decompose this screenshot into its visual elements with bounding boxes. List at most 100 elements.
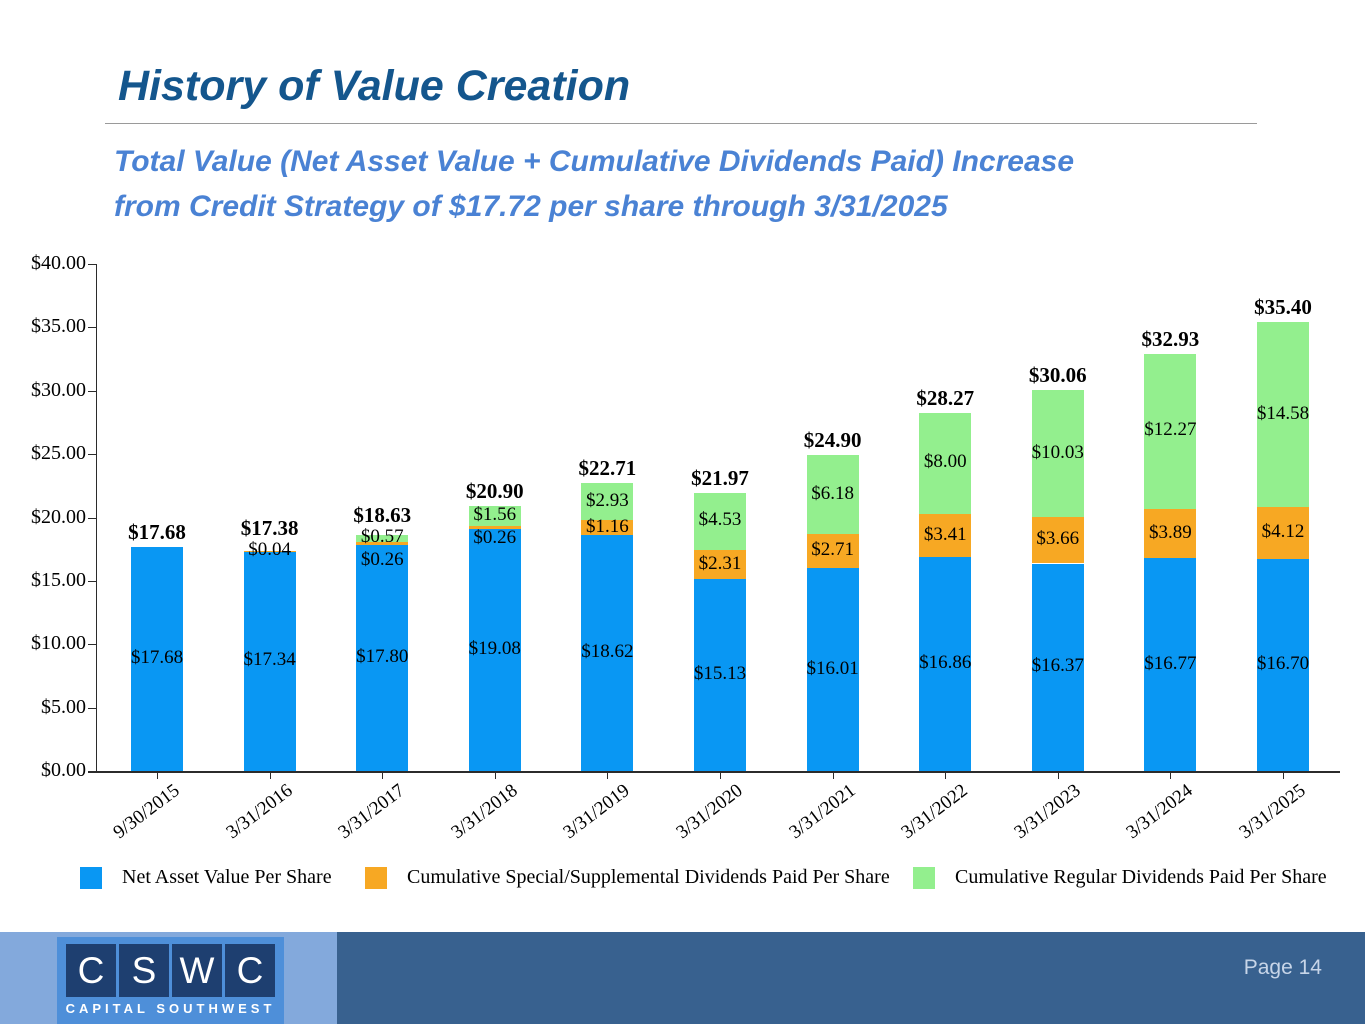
bar-value-label-regular: $8.00 (923, 451, 967, 473)
bar-segment-regular (356, 534, 409, 543)
y-axis-tick (88, 264, 97, 265)
x-axis-label: 3/31/2016 (222, 780, 297, 844)
bar-value-label-regular: $14.58 (1256, 402, 1310, 424)
bar-value-label-special: $3.66 (1036, 528, 1080, 550)
bar-value-label-regular: $4.53 (698, 509, 742, 531)
bar-value-label-special: $0.26 (360, 549, 404, 571)
bar-value-label-nav: $19.08 (468, 638, 521, 660)
bar-value-label-nav: $18.62 (581, 640, 634, 662)
bar-segment-nav (1144, 558, 1197, 771)
x-axis-label: 3/31/2019 (559, 780, 635, 844)
chart-legend: Net Asset Value Per Share Cumulative Spec… (0, 866, 1365, 896)
logo-caption: CAPITAL SOUTHWEST (65, 1001, 276, 1016)
bar-segment-regular (581, 483, 634, 521)
x-axis-label: 3/31/2023 (1010, 780, 1085, 844)
bar-value-label-regular: $6.18 (811, 482, 854, 504)
legend-label: Cumulative Special/Supplemental Dividend… (407, 866, 890, 888)
bar-segment-special (1144, 509, 1197, 559)
x-axis-tick (382, 773, 384, 779)
legend-swatch (913, 866, 935, 889)
bar-segment-regular (694, 492, 746, 550)
y-axis-tick (88, 771, 97, 772)
x-axis-tick (1170, 773, 1172, 779)
page-title: History of Value Creation (118, 62, 631, 110)
legend-label: Cumulative Regular Dividends Paid Per Sh… (955, 866, 1327, 888)
bar-value-label-special: $4.12 (1261, 521, 1305, 543)
bar-segment-nav (243, 551, 296, 771)
x-axis-label: 3/31/2018 (447, 780, 522, 844)
bar-value-label-nav: $17.34 (243, 649, 296, 671)
y-axis-tick (88, 707, 97, 709)
y-axis-tick (88, 580, 97, 582)
bar-value-label-nav: $17.68 (130, 646, 184, 668)
bar-value-label-nav: $17.80 (356, 646, 409, 668)
y-axis-tick-label: $10.00 (31, 632, 86, 655)
bar-total-label: $17.38 (240, 515, 299, 540)
bar-total-label: $28.27 (916, 385, 975, 410)
bar-segment-special (581, 520, 634, 535)
bar-value-label-special: $0.26 (473, 526, 517, 548)
x-axis-tick (1057, 773, 1059, 779)
x-axis-tick (157, 773, 158, 779)
bar-value-label-regular: $10.03 (1031, 441, 1084, 463)
legend-label: Net Asset Value Per Share (122, 866, 332, 888)
logo-letter-square: S (119, 944, 169, 997)
bar-value-label-special: $3.89 (1149, 521, 1192, 543)
bar-total-label: $22.71 (578, 456, 637, 481)
x-axis-tick (494, 773, 496, 779)
legend-swatch (80, 866, 102, 889)
x-axis-label: 3/31/2024 (1122, 780, 1198, 844)
bar-segment-nav (694, 579, 746, 771)
bar-segment-nav (919, 557, 972, 771)
bar-value-label-nav: $15.13 (693, 663, 747, 685)
legend-item: Net Asset Value Per Share (80, 866, 332, 889)
bar-total-label: $20.90 (465, 479, 524, 504)
x-axis-tick (607, 773, 609, 779)
y-axis-tick (88, 517, 97, 519)
y-axis-tick-label: $15.00 (31, 568, 86, 591)
x-axis-tick (945, 773, 947, 779)
y-axis-tick (88, 644, 97, 646)
bar-segment-special (694, 549, 746, 580)
bar-segment-regular (919, 412, 972, 515)
bar-value-label-special: $2.31 (698, 552, 742, 574)
bar-value-label-nav: $16.01 (806, 657, 859, 679)
bar-segment-regular (1144, 353, 1197, 510)
legend-item: Cumulative Regular Dividends Paid Per Sh… (913, 866, 1327, 889)
bar-value-label-regular: $12.27 (1144, 419, 1197, 441)
x-axis-tick (1283, 773, 1284, 779)
x-axis-label: 3/31/2022 (897, 780, 972, 844)
bar-value-label-nav: $16.37 (1031, 655, 1084, 677)
bar-value-label-special: $1.16 (586, 515, 629, 537)
bar-value-label-regular: $0.57 (360, 526, 404, 548)
y-axis-tick-label: $30.00 (31, 378, 86, 401)
bar-segment-nav (468, 529, 521, 771)
bar-segment-regular (1031, 389, 1084, 518)
bar-segment-special (806, 533, 859, 569)
bar-segment-nav (131, 546, 183, 771)
bar-segment-nav (356, 545, 409, 771)
y-axis-tick (88, 454, 97, 456)
legend-item: Cumulative Special/Supplemental Dividend… (365, 866, 890, 889)
bar-value-label-regular: $2.93 (586, 489, 629, 511)
logo-letter-square: C (66, 944, 116, 997)
bar-segment-nav (581, 534, 634, 771)
bar-segment-special (1031, 517, 1084, 564)
bar-value-label-nav: $16.70 (1256, 653, 1310, 675)
bar-segment-nav (1031, 563, 1084, 771)
bar-segment-regular (468, 506, 521, 526)
bar-segment-special (919, 514, 972, 558)
x-axis-tick (720, 773, 721, 779)
bar-value-label-regular: $1.56 (473, 503, 517, 525)
bar-total-label: $24.90 (803, 428, 862, 453)
x-axis-label: 9/30/2015 (109, 780, 184, 844)
bar-total-label: $30.06 (1028, 362, 1087, 387)
y-axis-tick-label: $5.00 (41, 695, 86, 718)
x-axis-line (88, 771, 1340, 773)
page-number: Page 14 (1243, 956, 1322, 979)
bar-total-label: $17.68 (128, 519, 186, 544)
